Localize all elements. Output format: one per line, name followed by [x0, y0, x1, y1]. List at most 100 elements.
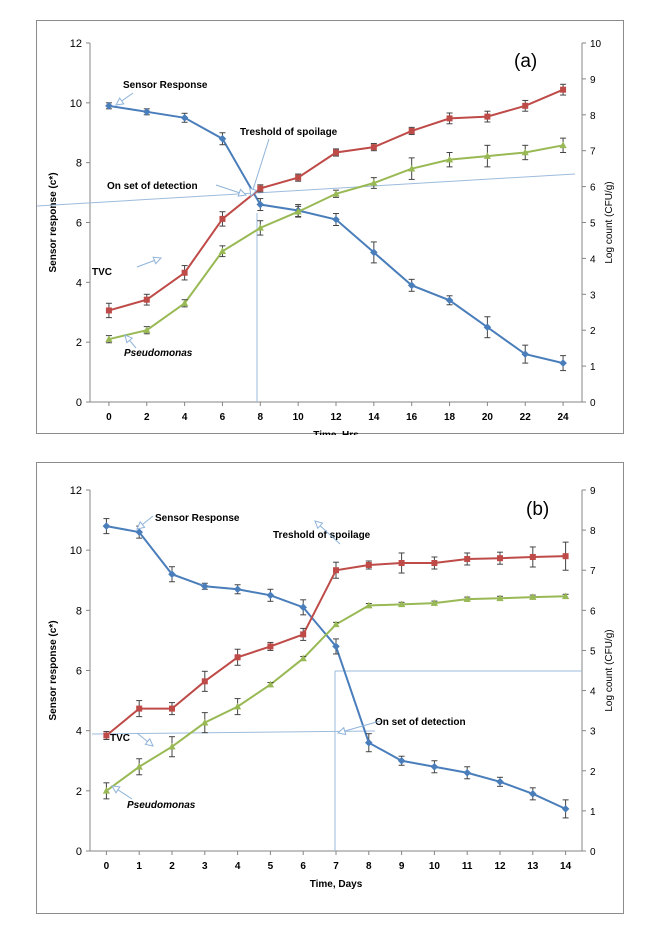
data-point: [332, 189, 340, 197]
right-tick-label: 9: [590, 75, 596, 86]
annotation-arrow-head: [152, 256, 163, 265]
x-tick-label: 8: [258, 412, 264, 423]
right-tick-label: 0: [590, 398, 596, 409]
data-point: [430, 599, 438, 606]
annotation-label: TVC: [110, 733, 130, 744]
right-tick-label: 4: [590, 687, 596, 698]
annotation-label: Sensor Response: [155, 513, 240, 524]
data-point: [105, 307, 112, 314]
x-tick-label: 5: [268, 861, 274, 872]
data-point: [201, 678, 208, 685]
right-tick-label: 3: [590, 290, 596, 301]
x-axis-title: Time, Hrs: [313, 430, 359, 435]
right-tick-label: 5: [590, 219, 596, 230]
data-point: [168, 742, 176, 750]
data-point: [332, 620, 340, 628]
data-point: [365, 562, 372, 569]
data-point: [445, 155, 454, 163]
data-point: [300, 631, 307, 638]
x-tick-label: 14: [560, 861, 572, 872]
left-tick-label: 12: [70, 485, 82, 497]
x-tick-label: 6: [300, 861, 306, 872]
x-tick-label: 18: [444, 412, 456, 423]
right-axis-title: Log count (CFU/g): [604, 181, 615, 263]
right-tick-label: 5: [590, 646, 596, 657]
x-tick-label: 14: [368, 412, 380, 423]
left-tick-label: 6: [76, 666, 82, 678]
left-tick-label: 0: [76, 846, 82, 858]
left-tick-label: 8: [76, 158, 82, 170]
reference-line: [91, 730, 376, 735]
data-point: [431, 560, 438, 567]
left-tick-label: 12: [70, 38, 82, 50]
x-tick-label: 7: [333, 861, 339, 872]
series-line-2: [108, 144, 564, 341]
left-tick-label: 8: [76, 605, 82, 617]
data-point: [180, 113, 189, 122]
x-tick-label: 6: [220, 412, 226, 423]
panel-label: (b): [526, 499, 549, 520]
data-point: [522, 102, 529, 109]
data-point: [299, 603, 307, 612]
right-tick-label: 9: [590, 486, 596, 497]
data-point: [102, 522, 111, 530]
annotation-label: Pseudomonas: [124, 348, 193, 359]
left-tick-label: 2: [76, 786, 82, 798]
data-point: [105, 335, 113, 342]
data-point: [562, 592, 570, 600]
left-tick-label: 10: [70, 545, 82, 557]
data-point: [257, 185, 264, 192]
data-point: [365, 738, 373, 747]
data-point: [143, 296, 150, 303]
data-point: [398, 600, 406, 608]
left-tick-label: 2: [76, 337, 82, 349]
data-point: [103, 732, 110, 739]
x-tick-label: 10: [429, 861, 441, 872]
right-tick-label: 1: [590, 362, 596, 373]
panel-label: (a): [514, 51, 537, 72]
left-tick-label: 6: [76, 218, 82, 230]
right-tick-label: 7: [590, 566, 596, 577]
data-point: [408, 127, 415, 134]
data-point: [168, 570, 176, 579]
data-point: [143, 326, 151, 333]
data-point: [266, 591, 275, 600]
data-point: [408, 164, 416, 172]
data-point: [332, 215, 340, 224]
data-point: [397, 756, 406, 765]
annotation-arrow-head: [115, 97, 125, 106]
data-point: [256, 200, 265, 209]
data-point: [365, 601, 373, 609]
x-tick-label: 10: [293, 412, 305, 423]
left-axis-title: Sensor response (c*): [48, 620, 59, 720]
data-point: [234, 702, 242, 710]
annotation-arrow-head: [249, 187, 258, 198]
right-tick-label: 0: [590, 847, 596, 858]
x-tick-label: 11: [462, 861, 473, 872]
annotation-arrow-head: [111, 785, 121, 794]
data-point: [463, 768, 471, 777]
chart-panel-a: 0 2 4 6 8 10 12 0 1 2 3 4 5 6 7 8 9 10 0 2 4 6 8 10 12 14 16 18 20 22…: [36, 20, 624, 435]
data-point: [483, 152, 491, 159]
data-point: [446, 115, 453, 122]
x-tick-label: 20: [482, 412, 494, 423]
annotation-arrow-head: [124, 334, 134, 344]
data-point: [233, 585, 242, 594]
x-tick-label: 4: [235, 861, 241, 872]
data-point: [497, 555, 503, 562]
right-tick-label: 3: [590, 727, 596, 738]
data-point: [463, 595, 471, 602]
x-tick-label: 16: [406, 412, 418, 423]
data-point: [135, 762, 143, 770]
data-point: [135, 528, 143, 536]
data-point: [560, 86, 567, 93]
reference-line: [37, 173, 576, 207]
data-point: [559, 141, 567, 149]
x-tick-label: 12: [494, 861, 506, 872]
data-point: [332, 642, 340, 651]
data-point: [267, 643, 274, 650]
data-point: [398, 560, 405, 567]
data-point: [181, 299, 189, 307]
